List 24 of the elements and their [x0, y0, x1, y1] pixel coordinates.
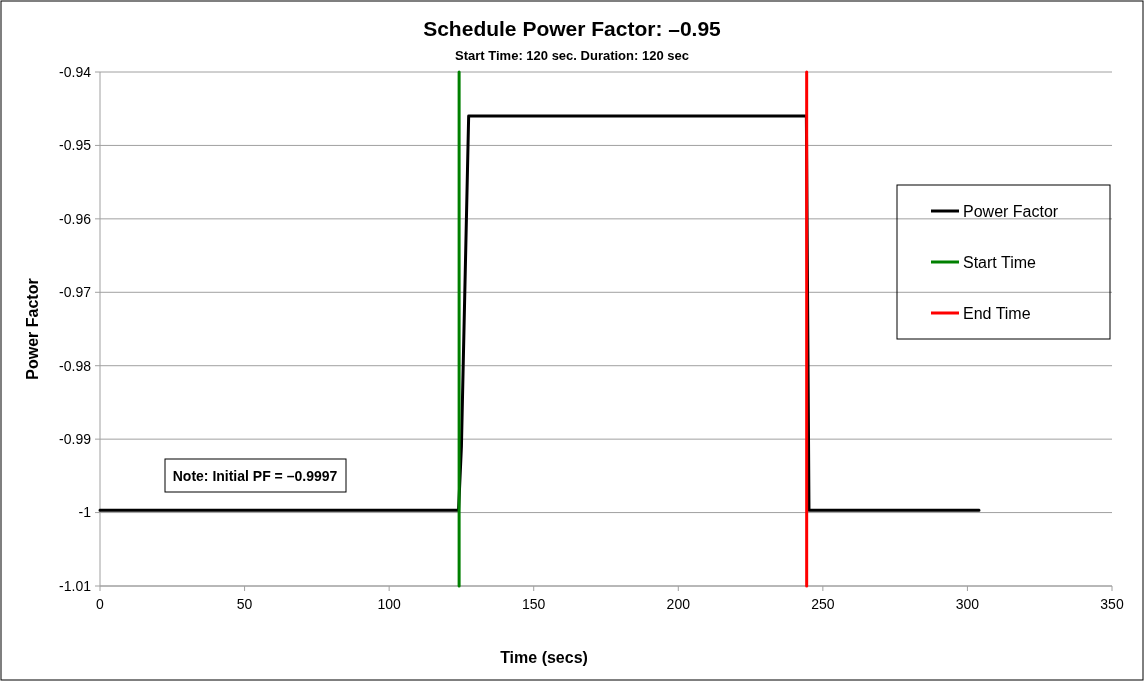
x-tick-label: 50: [236, 596, 253, 612]
y-tick-label: -0.97: [59, 284, 92, 301]
legend-label: Power Factor: [963, 202, 1059, 220]
x-tick-label: 150: [522, 596, 546, 612]
annotation: Note: Initial PF = –0.9997: [172, 467, 338, 484]
y-tick-label: -1.01: [59, 577, 92, 594]
legend-label: Start Time: [963, 253, 1037, 271]
x-tick-label: 300: [955, 596, 980, 612]
x-tick-label: 100: [377, 596, 402, 612]
y-axis-title: Power Factor: [24, 278, 41, 380]
chart-title: Schedule Power Factor: –0.95: [423, 17, 722, 40]
x-tick-label: 350: [1100, 596, 1124, 612]
x-tick-label: 0: [96, 596, 105, 612]
chart-subtitle: Start Time: 120 sec. Duration: 120 sec: [455, 48, 689, 63]
y-tick-label: -0.98: [59, 357, 92, 374]
y-tick-label: -0.95: [59, 137, 92, 154]
y-tick-label: -0.96: [59, 210, 92, 227]
y-tick-label: -0.99: [59, 431, 92, 448]
y-tick-label: -0.94: [59, 63, 92, 80]
x-tick-label: 200: [666, 596, 691, 612]
y-tick-label: -1: [78, 504, 92, 521]
x-tick-label: 250: [811, 596, 835, 612]
x-axis-title: Time (secs): [500, 649, 588, 666]
legend-label: End Time: [963, 304, 1031, 322]
